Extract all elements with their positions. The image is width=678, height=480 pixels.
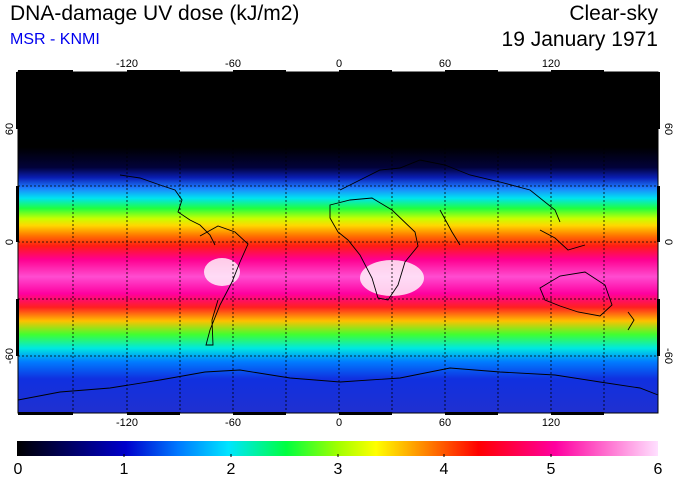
lon-tick-top: 0 (336, 58, 342, 70)
uv-dose-field (18, 72, 658, 413)
colorbar-label: 2 (227, 461, 236, 478)
australia-coast (539, 271, 613, 317)
lat-tick-left: -60 (4, 348, 16, 364)
colorbar-ticks (123, 454, 552, 457)
lat-tick-left: 60 (4, 123, 16, 135)
graticule (18, 72, 658, 413)
south-america-coast (199, 225, 249, 346)
lon-tick-bottom: 120 (542, 417, 560, 429)
lat-tick-right: 60 (662, 123, 674, 135)
colorbar-label: 6 (654, 461, 663, 478)
lon-tick-bottom: -120 (116, 417, 138, 429)
lon-tick-top: 120 (542, 58, 560, 70)
lon-tick-top: -60 (225, 58, 241, 70)
lat-tick-right: -60 (662, 348, 674, 364)
colorbar-label: 0 (14, 461, 23, 478)
map-frame (17, 71, 659, 414)
lon-tick-bottom: -60 (225, 417, 241, 429)
colorbar-label: 5 (547, 461, 556, 478)
africa-coast (329, 197, 419, 301)
colorbar-label: 3 (334, 461, 343, 478)
new-zealand-coast (627, 311, 635, 331)
lat-tick-left: 0 (4, 239, 16, 245)
india-coast (439, 209, 461, 246)
lat-tick-right: 0 (662, 239, 674, 245)
colorbar (17, 441, 658, 456)
source-label: MSR - KNMI (10, 31, 100, 48)
colorbar-label: 4 (440, 461, 449, 478)
frame-bars (16, 70, 660, 415)
lon-tick-bottom: 0 (336, 417, 342, 429)
date-label: 19 January 1971 (501, 28, 658, 51)
colorbar-label: 1 (120, 461, 129, 478)
southeast-asia-coast (539, 229, 586, 251)
lon-tick-bottom: 60 (439, 417, 451, 429)
high-dose-patch-south-america (204, 258, 240, 286)
lon-tick-top: 60 (439, 58, 451, 70)
sky-condition-label: Clear-sky (569, 2, 658, 25)
chart-title: DNA-damage UV dose (kJ/m2) (10, 2, 300, 25)
lon-tick-top: -120 (116, 58, 138, 70)
